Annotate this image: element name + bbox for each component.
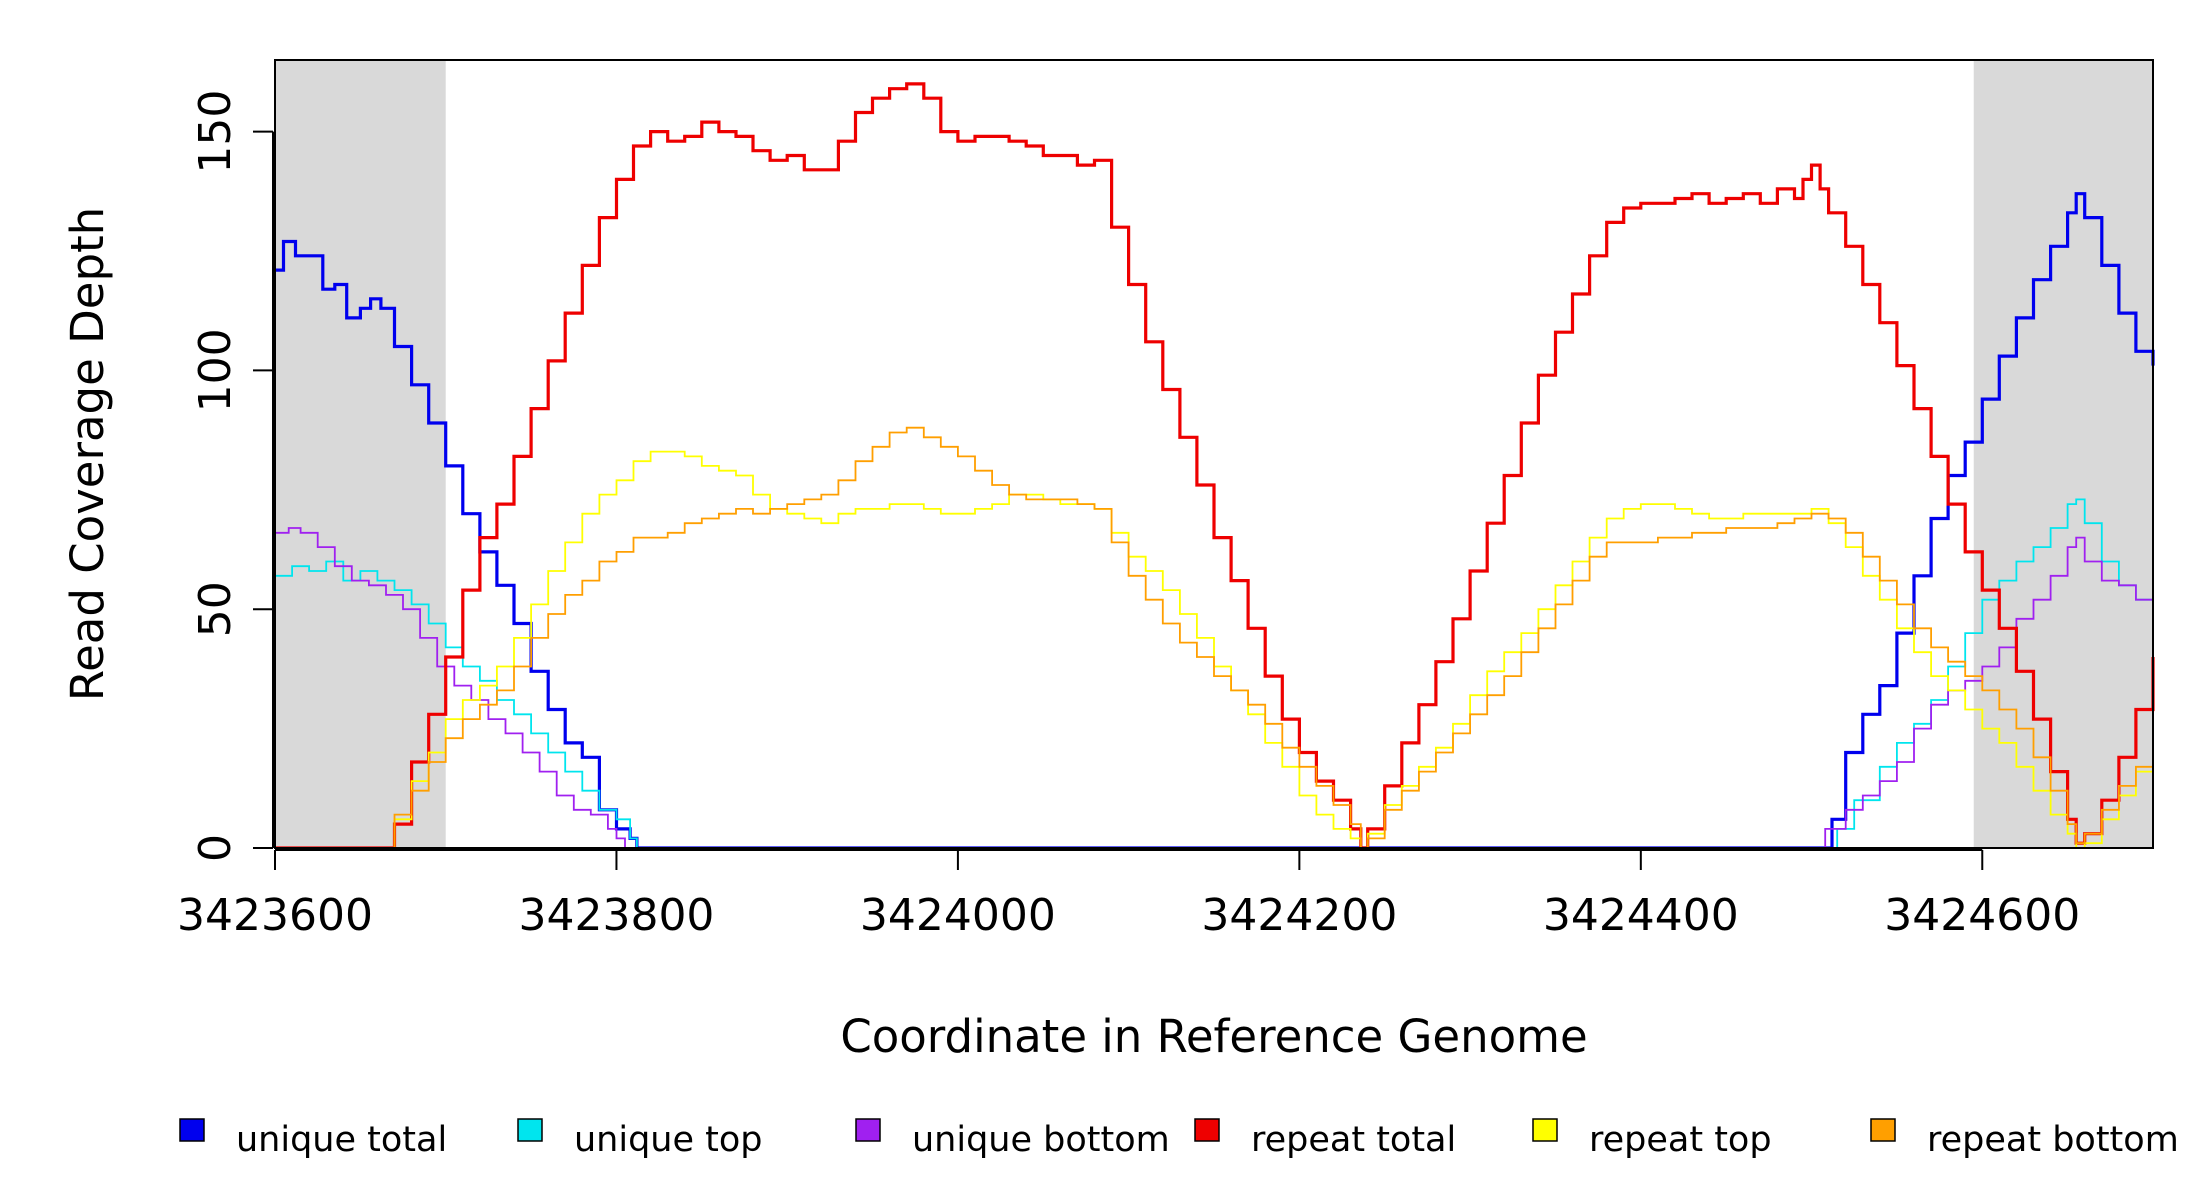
y-axis-title: Read Coverage Depth xyxy=(61,207,114,701)
shaded-regions xyxy=(275,60,2153,848)
y-tick-label: 150 xyxy=(190,90,241,174)
legend-swatch-repeat-bottom xyxy=(1870,1118,1896,1142)
shaded-region-2 xyxy=(1973,60,2153,848)
legend-label-unique-total: unique total xyxy=(236,1120,447,1160)
x-tick-label: 3424600 xyxy=(1884,890,2080,941)
x-tick-label: 3424200 xyxy=(1201,890,1397,941)
legend-swatch-unique-total xyxy=(179,1118,205,1142)
x-axis-title: Coordinate in Reference Genome xyxy=(840,1010,1587,1063)
legend-label-unique-bottom: unique bottom xyxy=(912,1120,1170,1160)
plot-frame xyxy=(274,59,2154,849)
y-tick-label: 0 xyxy=(190,834,241,862)
y-axis: 0 50 100 150 xyxy=(190,90,274,862)
x-tick-label: 3423800 xyxy=(518,890,714,941)
legend-label-repeat-top: repeat top xyxy=(1589,1120,1772,1160)
legend-swatch-repeat-top xyxy=(1532,1118,1558,1142)
series-lines xyxy=(275,82,2155,850)
y-tick-label: 50 xyxy=(190,581,241,637)
shaded-region-1 xyxy=(275,60,446,848)
x-tick-label: 3424400 xyxy=(1543,890,1739,941)
legend-label-unique-top: unique top xyxy=(574,1120,763,1160)
series-line-repeat-total xyxy=(275,82,2155,850)
y-tick-label: 100 xyxy=(190,328,241,412)
x-axis: 3423600 3423800 3424000 3424200 3424400 34246… xyxy=(177,849,2080,941)
x-tick-label: 3423600 xyxy=(177,890,373,941)
x-tick-label: 3424000 xyxy=(860,890,1056,941)
legend: unique total unique top unique bottom repea… xyxy=(179,1118,2179,1160)
series-line-repeat-bottom xyxy=(275,426,2154,849)
legend-swatch-unique-bottom xyxy=(855,1118,881,1142)
legend-label-repeat-total: repeat total xyxy=(1251,1120,1456,1160)
series-line-repeat-top xyxy=(275,450,2154,849)
legend-label-repeat-bottom: repeat bottom xyxy=(1927,1120,2179,1160)
legend-swatch-unique-top xyxy=(517,1118,543,1142)
legend-swatch-repeat-total xyxy=(1194,1118,1220,1142)
